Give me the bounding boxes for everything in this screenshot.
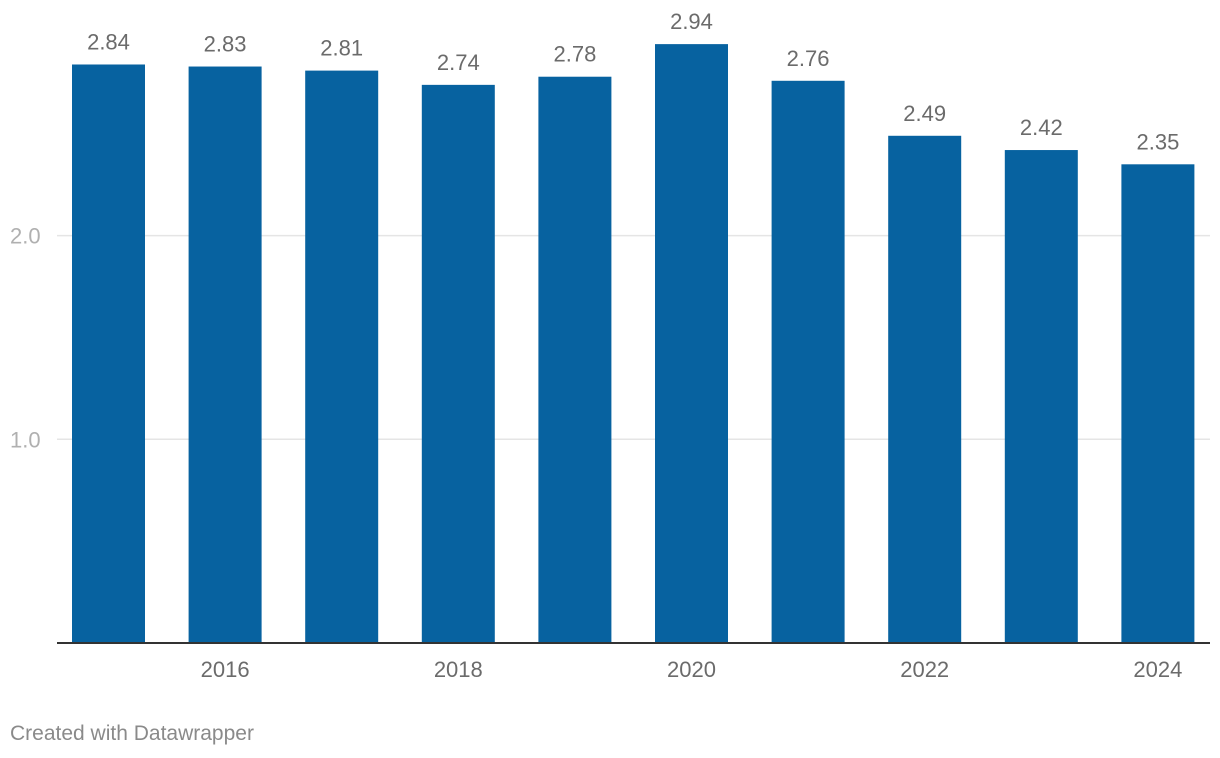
bar-2015 — [72, 64, 145, 643]
y-tick-label: 1.0 — [10, 427, 41, 452]
value-label: 2.94 — [670, 9, 713, 34]
bar-2023 — [1004, 150, 1078, 643]
bar-2017 — [305, 70, 379, 643]
bar-2022 — [888, 135, 962, 644]
bar-2016 — [188, 66, 262, 644]
x-tick-label: 2016 — [201, 657, 250, 682]
value-labels: 2.84 2.83 2.81 2.74 2.78 2.94 2.76 2.49 2.42 2.35 — [87, 9, 1179, 154]
value-label: 2.78 — [553, 42, 596, 67]
bar-2020 — [655, 44, 728, 643]
datawrapper-credit: Created with Datawrapper — [10, 722, 254, 745]
bar-chart: 2.84 2.83 2.81 2.74 2.78 2.94 2.76 2.49 2.42 2.35… — [10, 9, 1210, 682]
value-label: 2.83 — [204, 32, 247, 57]
value-label: 2.81 — [320, 36, 363, 61]
value-label: 2.49 — [903, 101, 946, 126]
y-axis-ticks: 1.0 2.0 — [10, 224, 41, 453]
value-label: 2.84 — [87, 29, 130, 54]
x-tick-label: 2022 — [900, 657, 949, 682]
x-tick-label: 2024 — [1133, 657, 1182, 682]
x-axis-ticks: 2016 2018 2020 2022 2024 — [201, 657, 1183, 682]
bar-2021 — [771, 80, 845, 643]
value-label: 2.74 — [437, 50, 480, 75]
value-label: 2.35 — [1136, 129, 1179, 154]
bar-2024 — [1121, 164, 1195, 643]
value-label: 2.76 — [787, 46, 830, 71]
bar-2018 — [421, 84, 495, 643]
bars — [72, 44, 1195, 644]
x-tick-label: 2018 — [434, 657, 483, 682]
x-tick-label: 2020 — [667, 657, 716, 682]
y-tick-label: 2.0 — [10, 224, 41, 249]
value-label: 2.42 — [1020, 115, 1063, 140]
bar-2019 — [538, 76, 612, 644]
